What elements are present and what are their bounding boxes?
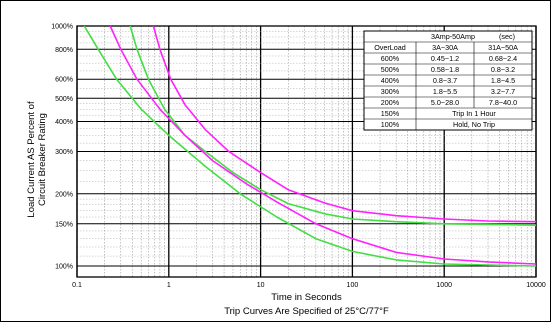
y-tick-label: 1000% bbox=[51, 24, 73, 31]
chart-footnote: Trip Curves Are Specified of 25°C/77°F bbox=[224, 306, 389, 317]
x-axis-label: Time in Seconds bbox=[271, 292, 342, 303]
spec-table-cell: 300% bbox=[381, 87, 400, 96]
y-tick-label: 600% bbox=[55, 77, 73, 84]
spec-table-cell: 0.8~3.2 bbox=[491, 65, 515, 74]
y-tick-label: 100% bbox=[55, 264, 73, 271]
spec-table-cell: 0.68~2.4 bbox=[489, 54, 517, 63]
spec-table-col-header: 31A~50A bbox=[488, 43, 518, 52]
x-tick-label: 1 bbox=[167, 282, 171, 289]
plot-border bbox=[76, 25, 537, 278]
x-tick-label: 10 bbox=[257, 282, 265, 289]
spec-table-cell: 200% bbox=[381, 98, 400, 107]
spec-table-cell: 7.8~40.0 bbox=[489, 98, 517, 107]
spec-table-cell: 1.8~4.5 bbox=[491, 76, 515, 85]
x-tick-label: 100 bbox=[347, 282, 359, 289]
spec-table bbox=[363, 30, 533, 131]
y-tick-label: 200% bbox=[55, 191, 73, 198]
trip-curve-line bbox=[83, 25, 537, 267]
spec-table-col-header: OverLoad bbox=[374, 43, 406, 52]
spec-table-cell: 0.8~3.7 bbox=[433, 76, 457, 85]
y-tick-label: 300% bbox=[55, 149, 73, 156]
spec-table-cell: Hold, No Trip bbox=[453, 120, 495, 129]
spec-table-cell: 500% bbox=[381, 65, 400, 74]
x-tick-label: 1000 bbox=[436, 282, 452, 289]
spec-table-cell: 600% bbox=[381, 54, 400, 63]
spec-table-cell: 1.8~5.5 bbox=[433, 87, 457, 96]
spec-table-cell: 0.45~1.2 bbox=[431, 54, 459, 63]
trip-curve-line bbox=[109, 25, 537, 265]
y-tick-label: 800% bbox=[55, 47, 73, 54]
spec-table-cell: 150% bbox=[381, 109, 400, 118]
spec-table-cell: 3.2~7.7 bbox=[491, 87, 515, 96]
y-axis-label: Load Current AS Percent of bbox=[26, 101, 37, 218]
series-group bbox=[83, 25, 537, 267]
trip-curve-line bbox=[129, 25, 537, 226]
spec-table-cell: 400% bbox=[381, 76, 400, 85]
y-tick-label: 400% bbox=[55, 119, 73, 126]
x-tick-label: 10000 bbox=[526, 282, 546, 289]
x-tick-label: 0.1 bbox=[72, 282, 82, 289]
spec-table-cell: 0.58~1.8 bbox=[431, 65, 459, 74]
y-tick-label: 500% bbox=[55, 96, 73, 103]
spec-table-header: 3Amp-50Amp bbox=[431, 32, 475, 41]
spec-table-col-header: 3A~30A bbox=[432, 43, 458, 52]
y-axis-label: Circuit Breaker Rating bbox=[37, 113, 48, 206]
trip-curve-line bbox=[152, 25, 537, 223]
spec-table-frame bbox=[363, 30, 533, 131]
y-tick-label: 150% bbox=[55, 221, 73, 228]
spec-table-unit: (sec) bbox=[499, 32, 515, 41]
spec-table-cell: Trip In 1 Hour bbox=[452, 109, 496, 118]
spec-table-cell: 100% bbox=[381, 120, 400, 129]
spec-table-cell: 5.0~28.0 bbox=[431, 98, 459, 107]
